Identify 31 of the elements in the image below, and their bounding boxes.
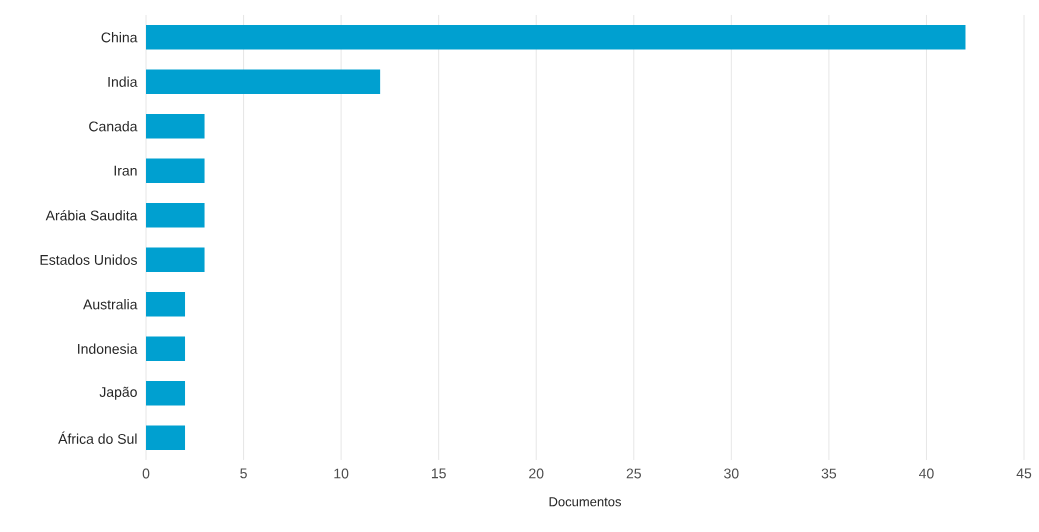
bar — [146, 203, 205, 228]
y-tick-label: Indonesia — [78, 343, 138, 354]
x-tick-label: 15 — [431, 468, 446, 479]
y-tick-label: India — [108, 76, 138, 87]
bar — [146, 158, 205, 183]
bar — [146, 247, 205, 272]
x-tick-label: 25 — [626, 468, 641, 479]
x-axis-title: Documentos — [549, 497, 622, 507]
x-tick-label: 10 — [334, 468, 349, 479]
y-tick-label: Japão — [99, 386, 137, 400]
bar — [146, 25, 966, 50]
bar — [146, 114, 205, 139]
y-tick-label: Iran — [114, 165, 137, 176]
y-tick-label: Australia — [83, 299, 138, 310]
bar — [146, 336, 186, 361]
bar — [146, 425, 186, 450]
y-tick-label: Arábia Saudita — [45, 210, 138, 221]
y-tick-label: África do Sul — [58, 431, 137, 444]
x-tick-label: 45 — [1016, 468, 1032, 479]
y-tick-label: Estados Unidos — [40, 254, 137, 265]
x-tick-label: 30 — [724, 468, 739, 479]
x-tick-label: 40 — [918, 468, 934, 479]
x-tick-label: 5 — [240, 468, 247, 479]
bar — [146, 381, 186, 406]
x-tick-label: 20 — [529, 468, 544, 479]
x-tick-label: 0 — [142, 468, 150, 479]
x-tick-label: 35 — [821, 468, 837, 479]
bar — [146, 292, 186, 317]
y-tick-label: Canada — [89, 121, 138, 132]
y-tick-label: China — [101, 32, 138, 43]
bar — [146, 69, 381, 94]
